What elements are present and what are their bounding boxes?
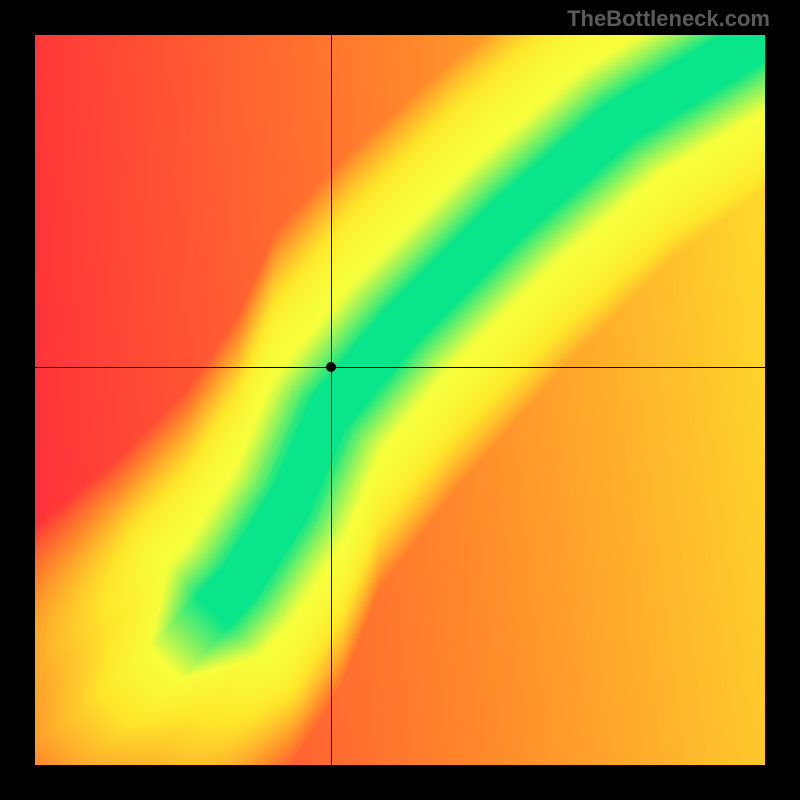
watermark-text: TheBottleneck.com	[567, 6, 770, 32]
crosshair-marker	[326, 362, 336, 372]
crosshair-vertical	[331, 35, 332, 765]
crosshair-horizontal	[35, 367, 765, 368]
heatmap-canvas	[35, 35, 765, 765]
heatmap-plot	[35, 35, 765, 765]
